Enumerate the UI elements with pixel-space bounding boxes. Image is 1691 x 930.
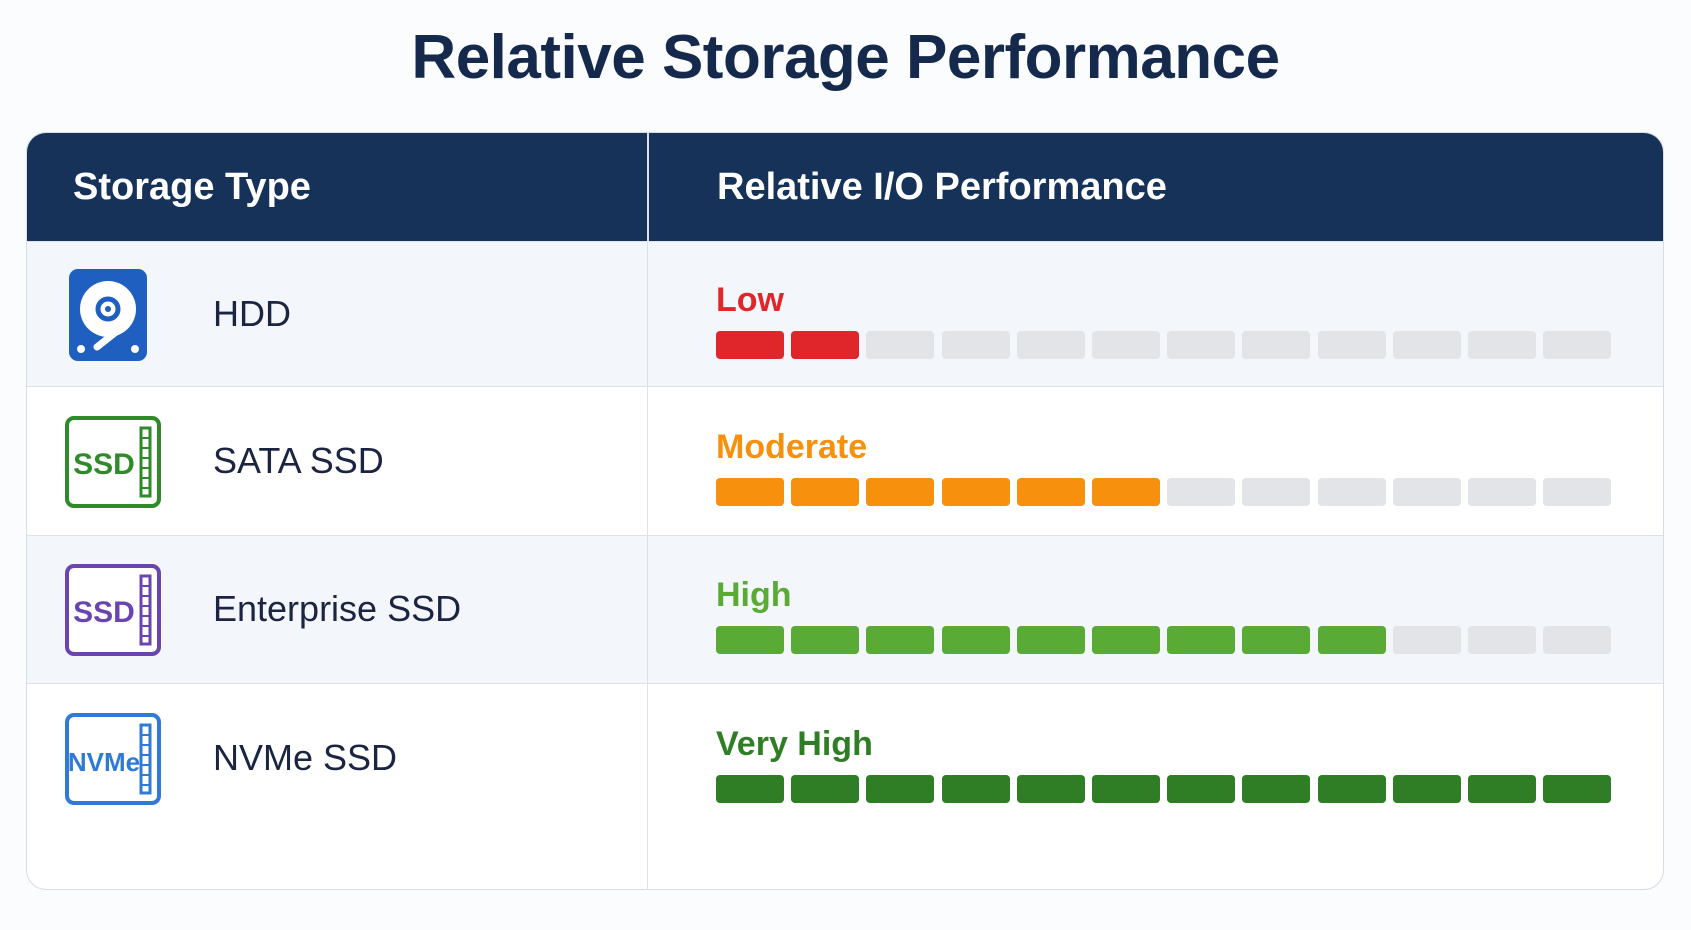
bar-segment-filled	[866, 775, 935, 803]
table-row: SSD SATA SSD Moderate	[27, 386, 1663, 535]
performance-level-label: Very High	[716, 725, 873, 763]
nvme-ssd-icon: NVMe	[65, 713, 161, 810]
bar-segment-filled	[1167, 626, 1236, 654]
bar-segment-empty	[1543, 626, 1612, 654]
bar-segment-empty	[1167, 477, 1236, 506]
performance-level-label: Low	[716, 280, 784, 319]
bar-segment-empty	[1392, 626, 1461, 654]
sata-ssd-icon: SSD	[65, 415, 161, 513]
performance-bar	[716, 330, 1616, 359]
bar-segment-empty	[1468, 330, 1536, 359]
bar-segment-filled	[791, 330, 860, 359]
bar-segment-filled	[1317, 626, 1386, 654]
bar-segment-empty	[1242, 477, 1311, 506]
column-header-relative-io-performance: Relative I/O Performance	[717, 166, 1167, 208]
storage-type-label: NVMe SSD	[213, 737, 398, 778]
performance-bar	[716, 477, 1616, 506]
bar-segment-filled	[716, 477, 784, 506]
hdd-icon	[67, 267, 149, 368]
storage-type-label: Enterprise SSD	[213, 588, 462, 629]
table-header: Storage Type Relative I/O Performance	[27, 133, 1663, 241]
svg-text:SSD: SSD	[73, 448, 135, 481]
bar-segment-filled	[791, 626, 860, 654]
bar-segment-empty	[1092, 330, 1160, 359]
bar-segment-empty	[1317, 330, 1386, 359]
bar-segment-empty	[1468, 477, 1536, 506]
table-row: HDD Low	[27, 241, 1663, 386]
bar-segment-filled	[1242, 775, 1311, 803]
bar-segment-filled	[1242, 626, 1311, 654]
bar-segment-empty	[1543, 477, 1612, 506]
performance-bar	[716, 626, 1616, 654]
bar-segment-filled	[1016, 477, 1085, 506]
column-header-storage-type: Storage Type	[73, 166, 311, 208]
bar-segment-filled	[1092, 775, 1160, 803]
bar-segment-empty	[866, 330, 935, 359]
bar-segment-empty	[1242, 330, 1311, 359]
bar-segment-filled	[866, 626, 935, 654]
table-row: SSD Enterprise SSD High	[27, 535, 1663, 683]
bar-segment-empty	[1468, 626, 1536, 654]
bar-segment-empty	[1392, 330, 1461, 359]
bar-segment-filled	[716, 330, 784, 359]
bar-segment-filled	[791, 477, 860, 506]
performance-table: Storage Type Relative I/O Performance HD…	[26, 132, 1664, 890]
column-divider	[647, 241, 648, 889]
svg-text:NVMe: NVMe	[68, 747, 140, 777]
bar-segment-filled	[1468, 775, 1536, 803]
performance-level-label: Moderate	[716, 427, 868, 466]
bar-segment-empty	[1317, 477, 1386, 506]
header-divider	[647, 133, 649, 241]
bar-segment-filled	[1167, 775, 1236, 803]
bar-segment-filled	[1543, 775, 1612, 803]
bar-segment-filled	[791, 775, 860, 803]
bar-segment-empty	[941, 330, 1010, 359]
storage-type-label: HDD	[213, 292, 291, 334]
bar-segment-filled	[941, 626, 1010, 654]
bar-segment-filled	[1092, 626, 1160, 654]
bar-segment-filled	[1092, 477, 1160, 506]
chart-title: Relative Storage Performance	[411, 23, 1280, 92]
bar-segment-filled	[866, 477, 935, 506]
bar-segment-filled	[941, 477, 1010, 506]
bar-segment-filled	[1317, 775, 1386, 803]
bar-segment-filled	[941, 775, 1010, 803]
performance-bar	[716, 775, 1616, 803]
bar-segment-filled	[1016, 775, 1085, 803]
bar-segment-filled	[1392, 775, 1461, 803]
bar-segment-empty	[1543, 330, 1612, 359]
storage-type-label: SATA SSD	[213, 439, 384, 481]
bar-segment-filled	[716, 626, 784, 654]
enterprise-ssd-icon: SSD	[65, 564, 161, 661]
table-row: NVMe NVMe SSD Very High	[27, 683, 1663, 833]
bar-segment-empty	[1016, 330, 1085, 359]
bar-segment-empty	[1167, 330, 1236, 359]
performance-level-label: High	[716, 576, 792, 614]
bar-segment-filled	[1016, 626, 1085, 654]
bar-segment-empty	[1392, 477, 1461, 506]
svg-text:SSD: SSD	[73, 596, 135, 629]
bar-segment-filled	[716, 775, 784, 803]
